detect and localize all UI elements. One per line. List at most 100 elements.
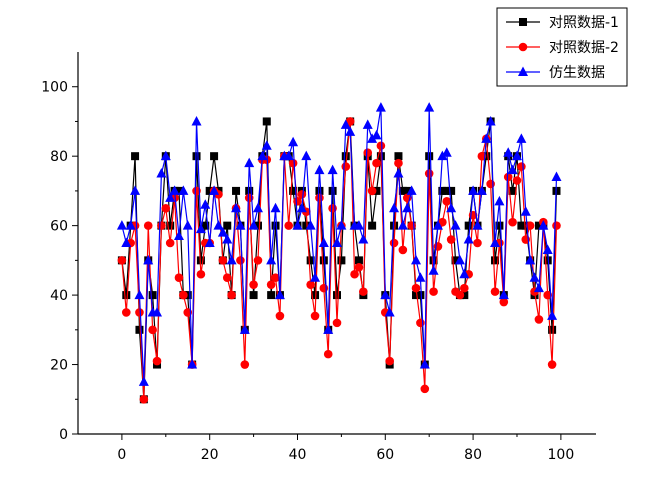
series-1-point bbox=[289, 186, 298, 195]
series-2-point bbox=[117, 256, 127, 265]
series-1-point bbox=[372, 186, 381, 195]
series-2-point bbox=[359, 287, 368, 296]
series-1-point bbox=[311, 291, 320, 300]
series-1-point bbox=[337, 256, 346, 265]
series-3-point bbox=[459, 268, 470, 279]
series-2-point bbox=[236, 256, 245, 265]
series-1-point bbox=[253, 221, 262, 230]
series-3-point bbox=[345, 126, 356, 136]
series-3-point bbox=[226, 254, 237, 265]
series-1-point bbox=[425, 152, 434, 161]
series-2-point bbox=[332, 318, 342, 328]
y-tick-label: 60 bbox=[50, 219, 68, 235]
series-2-point bbox=[306, 280, 315, 289]
series-2-point bbox=[407, 221, 416, 230]
series-3-point bbox=[270, 202, 281, 213]
series-2-point bbox=[363, 148, 373, 158]
series-2-point bbox=[389, 238, 399, 248]
series-3-point bbox=[406, 185, 417, 195]
series-1-point bbox=[464, 221, 473, 230]
series-2-point bbox=[525, 221, 535, 230]
series-3-point bbox=[204, 237, 215, 247]
series-2-point bbox=[424, 169, 434, 178]
series-3-point bbox=[389, 202, 400, 213]
series-3-point bbox=[235, 220, 246, 230]
series-3-point bbox=[152, 306, 163, 317]
series-3-point bbox=[481, 133, 492, 143]
series-3-point bbox=[187, 359, 198, 369]
series-3-point bbox=[463, 234, 474, 244]
series-2-point bbox=[266, 280, 276, 289]
series-2-point bbox=[543, 290, 553, 300]
series-3-point bbox=[292, 220, 303, 230]
series-3-point bbox=[200, 199, 211, 209]
series-3-point bbox=[182, 220, 193, 230]
series-2-point bbox=[490, 287, 500, 296]
series-3-point bbox=[231, 202, 242, 213]
series-3-point bbox=[296, 202, 307, 213]
series-3-point bbox=[402, 202, 413, 213]
series-3-point bbox=[323, 324, 334, 334]
series-2-point bbox=[376, 141, 386, 151]
series-3 bbox=[116, 102, 562, 386]
series-3-point bbox=[301, 150, 312, 161]
series-3-point bbox=[411, 254, 422, 265]
series-3-point bbox=[525, 254, 536, 265]
legend-label: 对照数据-2 bbox=[549, 40, 619, 56]
series-3-point bbox=[165, 192, 176, 202]
legend: 对照数据-1 对照数据-2 仿生数据 bbox=[496, 7, 628, 87]
series-1-point bbox=[482, 152, 491, 161]
series-1-point bbox=[201, 221, 210, 230]
series-1-point bbox=[333, 291, 341, 300]
series-3-point bbox=[257, 150, 268, 161]
series-3-point bbox=[248, 220, 259, 230]
series-2-point bbox=[249, 280, 258, 289]
series-2-point bbox=[288, 158, 298, 168]
series-3-point bbox=[261, 140, 272, 150]
series-1-point bbox=[205, 186, 214, 195]
series-2-point bbox=[446, 235, 456, 244]
series-3-point bbox=[503, 147, 514, 157]
series-3-point bbox=[239, 324, 250, 334]
series-3-point bbox=[173, 230, 184, 241]
series-1-point bbox=[249, 291, 258, 300]
series-1-point bbox=[548, 325, 557, 334]
x-tick-label: 100 bbox=[548, 447, 575, 463]
y-tick-label: 80 bbox=[50, 149, 68, 165]
series-2-point bbox=[517, 162, 526, 171]
series-3-point bbox=[274, 289, 285, 300]
series-2-point bbox=[503, 172, 513, 182]
series-2-point bbox=[310, 311, 320, 321]
series-2-point bbox=[161, 203, 171, 213]
series-2-point bbox=[174, 273, 184, 283]
series-3-point bbox=[130, 185, 141, 195]
series-3-point bbox=[217, 227, 228, 237]
series-1-point bbox=[135, 325, 144, 334]
series-2-point bbox=[385, 356, 394, 366]
series-1-point bbox=[543, 256, 552, 265]
series-1-point bbox=[438, 186, 447, 195]
series-3-point bbox=[222, 234, 233, 244]
series-1-point bbox=[447, 186, 456, 195]
series-2-point bbox=[508, 217, 517, 227]
series-1-point bbox=[390, 221, 399, 230]
series-3-point bbox=[384, 306, 395, 317]
y-tick-label: 20 bbox=[50, 358, 68, 374]
series-1-point bbox=[412, 291, 421, 300]
series-2-point bbox=[341, 162, 351, 171]
series-2-point bbox=[394, 158, 403, 168]
y-tick-label: 40 bbox=[50, 288, 68, 304]
series-2-point bbox=[438, 217, 447, 227]
series-2-point bbox=[218, 256, 228, 265]
series-3-point bbox=[432, 220, 443, 230]
series-3-point bbox=[511, 150, 522, 161]
series-1-point bbox=[442, 186, 451, 195]
series-2-point bbox=[165, 238, 175, 248]
series-2-point bbox=[433, 242, 443, 251]
series-3-point bbox=[362, 119, 373, 129]
series-3-point bbox=[498, 289, 509, 300]
series-1-point bbox=[196, 256, 205, 265]
series-1-point bbox=[403, 186, 412, 195]
series-2-point bbox=[121, 308, 131, 317]
